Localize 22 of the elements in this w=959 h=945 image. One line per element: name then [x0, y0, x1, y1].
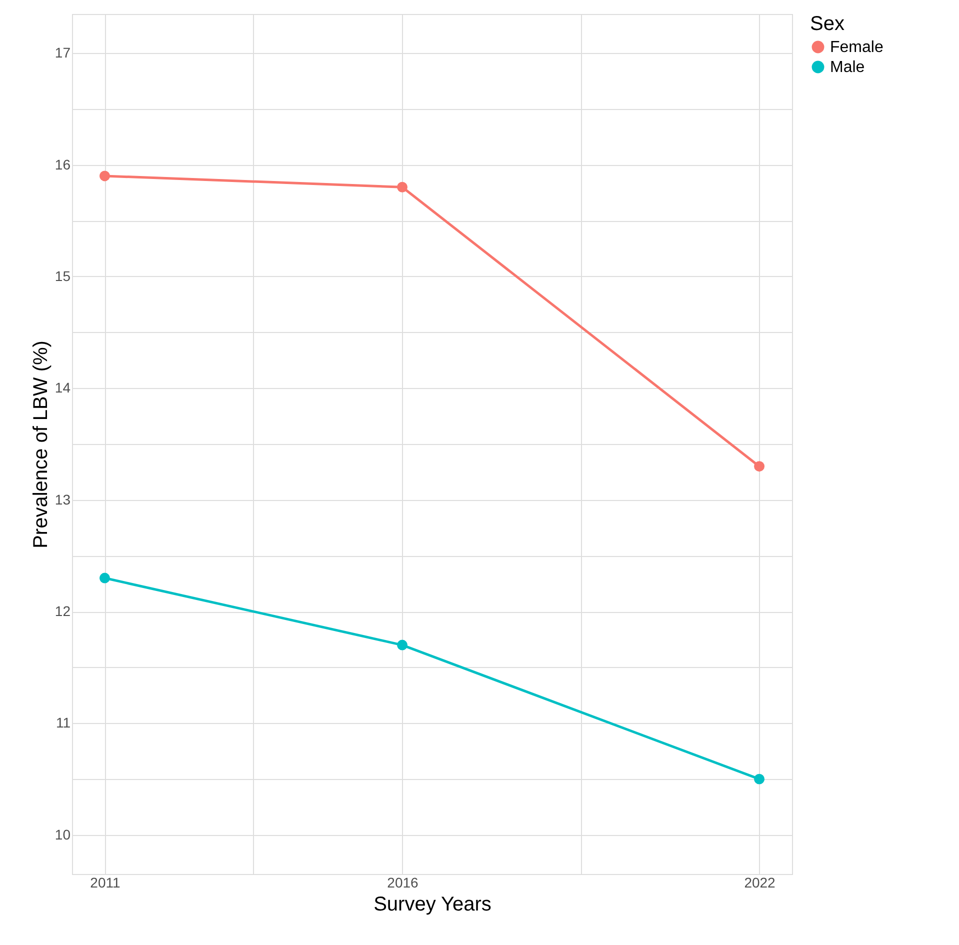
y-axis-title: Prevalence of LBW (%) — [30, 340, 52, 548]
point — [99, 572, 110, 584]
y-tick-label: 11 — [56, 714, 71, 731]
point — [754, 774, 765, 784]
y-tick-label: 16 — [54, 156, 71, 172]
point — [754, 461, 765, 472]
y-tick-label: 12 — [54, 603, 71, 620]
x-tick-label: 2011 — [90, 874, 120, 890]
legend-label: Male — [830, 59, 865, 76]
y-tick-label: 10 — [54, 826, 71, 842]
x-tick-label: 2016 — [387, 874, 419, 890]
point — [397, 640, 408, 650]
y-tick-label: 14 — [54, 380, 71, 396]
y-tick-label: 17 — [54, 44, 71, 61]
legend-title: Sex — [810, 13, 844, 35]
point — [99, 170, 110, 182]
y-tick-label: 13 — [54, 491, 71, 508]
x-axis-title: Survey Years — [374, 894, 492, 916]
x-tick-label: 2022 — [744, 874, 776, 890]
y-tick-label: 15 — [54, 268, 71, 284]
point — [397, 182, 408, 192]
legend-label: Female — [830, 39, 884, 56]
